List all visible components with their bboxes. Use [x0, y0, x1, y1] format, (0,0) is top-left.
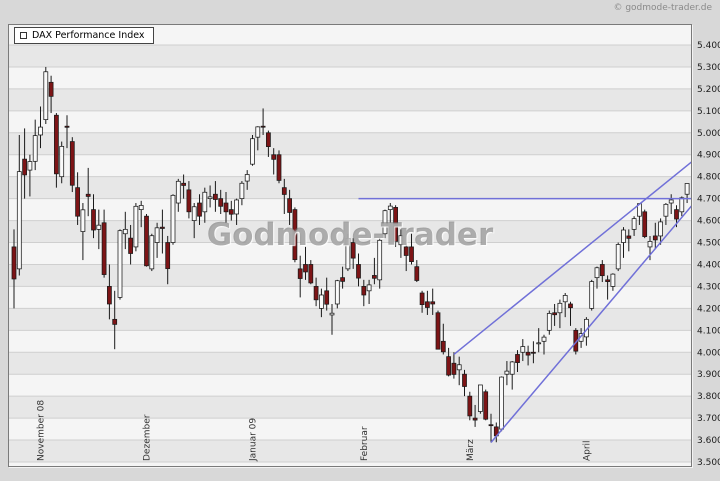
y-axis-label: 4.800 [697, 173, 720, 183]
y-axis-label: 5.200 [697, 85, 720, 95]
y-axis-label: 3.800 [697, 392, 720, 402]
x-axis-month-label: März [466, 439, 476, 461]
x-axis-month-label: Januar 09 [249, 418, 259, 462]
x-axis-month-label: Februar [360, 426, 370, 461]
legend-label: DAX Performance Index [32, 30, 145, 41]
y-axis-label: 4.400 [697, 260, 720, 270]
y-axis-label: 5.100 [697, 107, 720, 117]
y-axis-label: 3.500 [697, 458, 720, 468]
legend-dax[interactable]: DAX Performance Index [14, 27, 154, 44]
y-axis-label: 4.600 [697, 217, 720, 227]
y-axis-label: 4.700 [697, 195, 720, 205]
y-axis-label: 3.900 [697, 370, 720, 380]
y-axis-label: 4.100 [697, 326, 720, 336]
y-axis-label: 4.000 [697, 348, 720, 358]
x-axis-month-label: April [582, 440, 592, 461]
y-axis-label: 5.300 [697, 63, 720, 73]
y-axis-label: 4.900 [697, 151, 720, 161]
y-axis-label: 5.400 [697, 41, 720, 51]
site-copyright: © godmode-trader.de [613, 3, 712, 13]
x-axis-month-label: November 08 [37, 400, 47, 461]
legend-key-icon [20, 32, 27, 39]
y-axis-label: 5.000 [697, 129, 720, 139]
y-axis-label: 3.600 [697, 436, 720, 446]
y-axis-label: 4.300 [697, 282, 720, 292]
y-axis-label: 4.500 [697, 239, 720, 249]
y-axis-label: 4.200 [697, 304, 720, 314]
y-axis-label: 3.700 [697, 414, 720, 424]
x-axis-month-label: Dezember [143, 414, 153, 461]
